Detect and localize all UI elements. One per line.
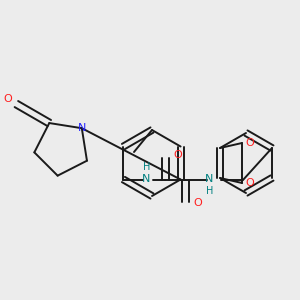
Text: N: N	[205, 175, 214, 184]
Text: H: H	[206, 187, 213, 196]
Text: H: H	[143, 163, 150, 172]
Text: O: O	[246, 138, 254, 148]
Text: O: O	[193, 199, 202, 208]
Text: N: N	[78, 123, 86, 133]
Text: O: O	[173, 151, 182, 160]
Text: O: O	[3, 94, 12, 104]
Text: N: N	[142, 175, 151, 184]
Text: O: O	[246, 178, 254, 188]
